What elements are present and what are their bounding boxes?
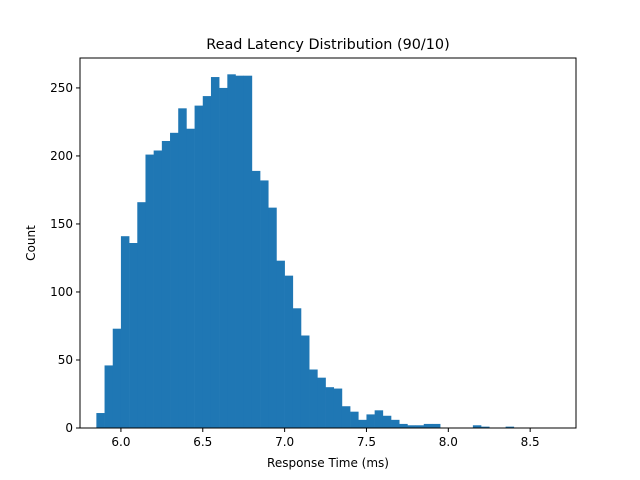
- histogram-bar: [210, 77, 220, 428]
- histogram-bar: [178, 108, 187, 429]
- x-tick-label: 7.5: [357, 435, 376, 449]
- histogram-bar: [268, 207, 277, 428]
- x-tick-label: 6.5: [193, 435, 212, 449]
- histogram-bar: [391, 419, 400, 428]
- histogram-bar: [260, 180, 269, 428]
- y-tick-label: 0: [65, 421, 73, 435]
- histogram-bar: [333, 388, 343, 428]
- histogram-bar: [104, 365, 114, 428]
- histogram-bar: [431, 423, 441, 428]
- histogram-bar: [415, 425, 425, 428]
- histogram-bar: [284, 275, 294, 428]
- histogram-bar: [186, 128, 195, 428]
- x-tick-label: 6.0: [111, 435, 130, 449]
- histogram-bar: [292, 308, 302, 428]
- histogram-bar: [309, 369, 318, 428]
- histogram-bar: [407, 425, 416, 428]
- y-tick-label: 50: [58, 353, 73, 367]
- histogram-bar: [300, 335, 310, 428]
- histogram-bar: [96, 413, 105, 428]
- histogram-bar: [472, 425, 482, 428]
- histogram-bar: [505, 426, 515, 428]
- histogram-bar: [219, 87, 228, 429]
- x-axis-label: Response Time (ms): [267, 456, 389, 470]
- histogram-bar: [350, 411, 359, 428]
- histogram-bar: [170, 132, 179, 429]
- x-tick-label: 8.0: [439, 435, 458, 449]
- histogram-bar: [366, 414, 375, 428]
- histogram-bar: [120, 236, 130, 428]
- y-tick-label: 250: [50, 81, 73, 95]
- histogram-bar: [153, 150, 163, 428]
- histogram-bar: [194, 105, 204, 428]
- x-tick-label: 8.5: [521, 435, 540, 449]
- histogram-bar: [341, 406, 351, 428]
- histogram-bar: [202, 96, 212, 429]
- histogram-bar: [382, 415, 392, 428]
- histogram-bar: [112, 328, 122, 428]
- histogram-bar: [227, 74, 236, 428]
- histogram-bar: [325, 387, 335, 428]
- x-tick-label: 7.0: [275, 435, 294, 449]
- histogram-bar: [251, 170, 261, 428]
- y-axis-label: Count: [24, 225, 38, 261]
- y-tick-label: 200: [50, 149, 73, 163]
- y-tick-label: 150: [50, 217, 73, 231]
- chart-title: Read Latency Distribution (90/10): [206, 37, 449, 53]
- y-axis: 0 50 100 150 200 250: [50, 81, 80, 435]
- histogram-bar: [129, 243, 138, 428]
- histogram-bar: [137, 202, 146, 428]
- histogram-bar: [276, 260, 285, 428]
- histogram-bar: [317, 377, 326, 428]
- plot-frame: [79, 57, 577, 429]
- histogram-bar: [235, 75, 244, 428]
- x-axis: 6.0 6.5 7.0 7.5 8.0 8.5: [111, 428, 540, 449]
- histogram-bar: [145, 154, 154, 429]
- bars-group: [96, 74, 515, 429]
- histogram-bar: [399, 423, 408, 428]
- histogram-bar: [358, 419, 367, 428]
- histogram-bar: [423, 423, 433, 428]
- y-tick-label: 100: [50, 285, 73, 299]
- histogram-bar: [374, 410, 384, 428]
- histogram-bar: [161, 140, 171, 428]
- histogram-bar: [481, 426, 490, 428]
- histogram-bar: [243, 75, 253, 428]
